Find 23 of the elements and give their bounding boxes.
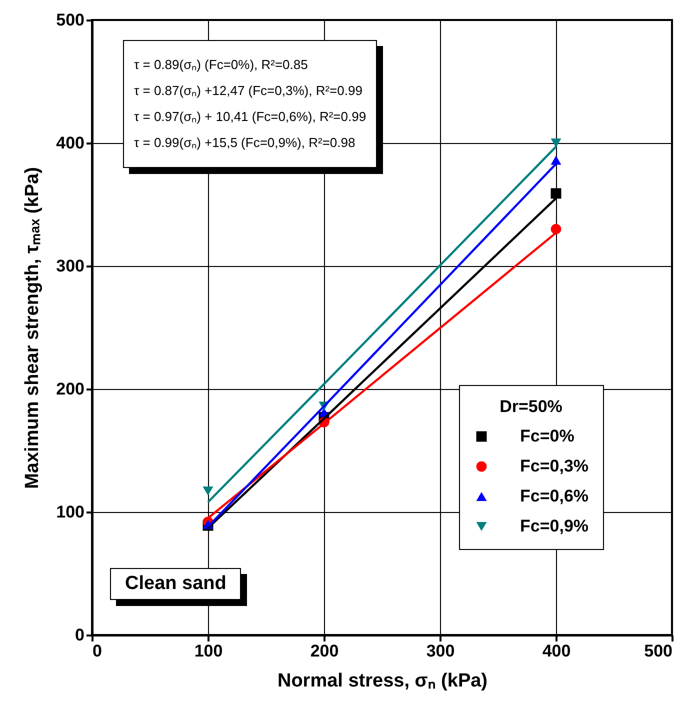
y-tick-label: 100 — [56, 502, 84, 522]
x-tick-label: 200 — [310, 642, 339, 660]
x-tick-label: 100 — [194, 642, 223, 660]
y-tick-label: 500 — [56, 10, 84, 30]
x-tick-label: 400 — [542, 642, 571, 660]
y-tick-label: 300 — [56, 256, 84, 276]
annotation: τ = 0.99(σₙ) +15,5 (Fc=0,9%), R²=0.98 — [134, 134, 356, 152]
x-tick-label: 500 — [644, 642, 672, 660]
y-axis-title: Maximum shear strength, τₘₐₓ (kPa) — [22, 167, 44, 489]
legend-label: Fc=0% — [520, 426, 574, 446]
annotation: τ = 0.87(σₙ) +12,47 (Fc=0,3%), R²=0.99 — [134, 82, 364, 100]
legend-label: Fc=0,3% — [520, 456, 589, 476]
annotation: τ = 0.97(σₙ) + 10,41 (Fc=0,6%), R²=0.99 — [134, 108, 366, 126]
y-tick-label: 0 — [75, 626, 84, 644]
y-tick-label: 400 — [56, 134, 84, 152]
x-axis-title: Normal stress, σₙ (kPa) — [277, 670, 488, 692]
legend-title: Dr=50% — [500, 397, 562, 416]
y-tick-label: 200 — [56, 380, 84, 398]
x-tick-label: 0 — [92, 642, 102, 660]
annotation: τ = 0.89(σₙ) (Fc=0%), R²=0.85 — [134, 56, 309, 74]
legend-label: Fc=0,6% — [520, 486, 589, 506]
x-tick-label: 300 — [426, 642, 455, 660]
legend-label: Fc=0,9% — [520, 516, 589, 536]
